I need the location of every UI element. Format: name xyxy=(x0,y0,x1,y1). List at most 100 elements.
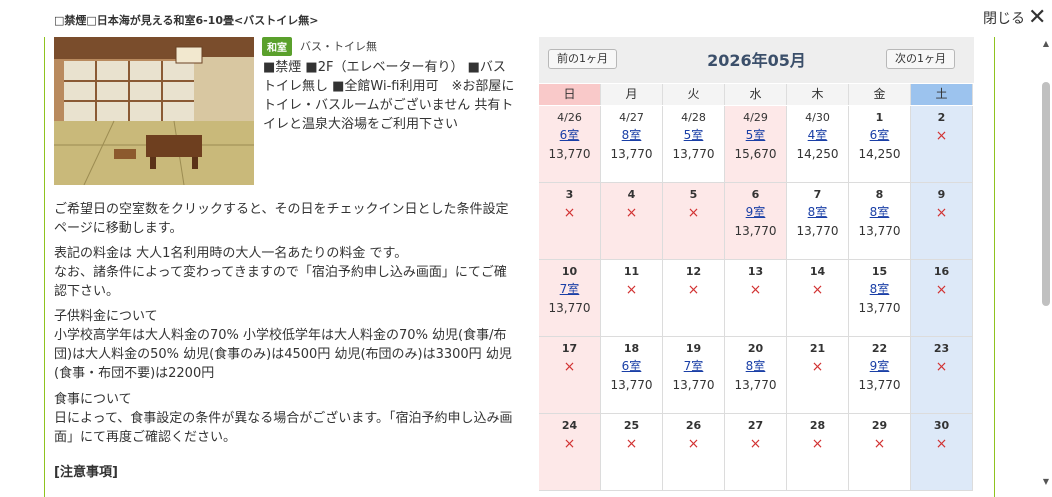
vacancy-link[interactable]: 6室 xyxy=(621,359,642,373)
info-price-note: 表記の料金は 大人1名利用時の大人一名あたりの料金 です。 なお、諸条件によって… xyxy=(54,246,507,299)
vacancy-link[interactable]: 7室 xyxy=(683,359,704,373)
day-number: 7 xyxy=(813,188,822,201)
calendar-day: 24 × xyxy=(539,414,601,491)
calendar-day: 9 × xyxy=(911,183,973,260)
price-label: 13,770 xyxy=(796,224,839,238)
vacancy-link[interactable]: 8室 xyxy=(745,359,766,373)
calendar-day: 4/29 5室 15,670 xyxy=(725,106,787,183)
vacancy-link[interactable]: 9室 xyxy=(745,205,766,219)
calendar-day: 28 × xyxy=(787,414,849,491)
info-child-fees: 子供料金について 小学校高学年は大人料金の70% 小学校低学年は大人料金の70%… xyxy=(54,309,512,381)
weekday-label: 木 xyxy=(787,84,849,105)
calendar-day: 17 × xyxy=(539,337,601,414)
room-bath-info: バス・トイレ無 xyxy=(300,40,377,53)
sold-out-icon: × xyxy=(935,359,948,375)
close-icon[interactable]: ✕ xyxy=(1028,5,1047,30)
day-number: 10 xyxy=(561,265,578,278)
calendar-day: 4 × xyxy=(601,183,663,260)
close-button[interactable]: 閉じる ✕ xyxy=(983,5,1047,30)
day-number: 4/29 xyxy=(743,111,768,124)
close-label: 閉じる xyxy=(983,11,1025,27)
price-label: 13,770 xyxy=(734,224,777,238)
day-number: 2 xyxy=(937,111,946,124)
calendar-month-label: 2026年05月 xyxy=(707,51,806,70)
calendar-day: 6 9室 13,770 xyxy=(725,183,787,260)
day-number: 4/27 xyxy=(619,111,644,124)
vacancy-link[interactable]: 6室 xyxy=(559,128,580,142)
sold-out-icon: × xyxy=(935,205,948,221)
day-number: 13 xyxy=(747,265,764,278)
day-number: 21 xyxy=(809,342,826,355)
calendar-day: 21 × xyxy=(787,337,849,414)
weekday-label: 土 xyxy=(911,84,973,105)
price-label: 14,250 xyxy=(858,147,901,161)
vacancy-link[interactable]: 5室 xyxy=(745,128,766,142)
calendar-day: 26 × xyxy=(663,414,725,491)
vacancy-link[interactable]: 9室 xyxy=(869,359,890,373)
sold-out-icon: × xyxy=(563,436,576,452)
sold-out-icon: × xyxy=(811,359,824,375)
next-month-button[interactable]: 次の1ヶ月 xyxy=(886,49,955,69)
price-label: 13,770 xyxy=(858,224,901,238)
calendar-day: 23 × xyxy=(911,337,973,414)
calendar-day: 5 × xyxy=(663,183,725,260)
calendar-day: 25 × xyxy=(601,414,663,491)
sold-out-icon: × xyxy=(935,128,948,144)
vacancy-link[interactable]: 8室 xyxy=(621,128,642,142)
vacancy-link[interactable]: 8室 xyxy=(869,282,890,296)
day-number: 20 xyxy=(747,342,764,355)
vacancy-link[interactable]: 4室 xyxy=(807,128,828,142)
day-number: 17 xyxy=(561,342,578,355)
calendar-day: 3 × xyxy=(539,183,601,260)
prev-month-button[interactable]: 前の1ヶ月 xyxy=(548,49,617,69)
price-label: 13,770 xyxy=(672,378,715,392)
vacancy-link[interactable]: 7室 xyxy=(559,282,580,296)
calendar-day: 2 × xyxy=(911,106,973,183)
vacancy-link[interactable]: 8室 xyxy=(869,205,890,219)
price-label: 13,770 xyxy=(672,147,715,161)
content-frame xyxy=(44,37,995,497)
price-label: 13,770 xyxy=(610,378,653,392)
availability-calendar: 前の1ヶ月 2026年05月 次の1ヶ月 日月火水木金土 4/26 6室 13,77… xyxy=(539,37,974,497)
calendar-day: 4/26 6室 13,770 xyxy=(539,106,601,183)
day-number: 26 xyxy=(685,419,702,432)
scrollbar[interactable]: ▲ ▼ xyxy=(1040,37,1052,489)
day-number: 8 xyxy=(875,188,884,201)
scroll-up-icon[interactable]: ▲ xyxy=(1042,39,1050,48)
day-number: 22 xyxy=(871,342,888,355)
weekday-label: 月 xyxy=(601,84,663,105)
day-number: 6 xyxy=(751,188,760,201)
sold-out-icon: × xyxy=(811,436,824,452)
room-photo xyxy=(54,37,254,185)
day-number: 5 xyxy=(689,188,698,201)
calendar-day: 7 8室 13,770 xyxy=(787,183,849,260)
room-type-badge: 和室 xyxy=(262,37,292,56)
price-label: 14,250 xyxy=(796,147,839,161)
day-number: 29 xyxy=(871,419,888,432)
calendar-day: 11 × xyxy=(601,260,663,337)
price-label: 13,770 xyxy=(548,147,591,161)
calendar-day: 18 6室 13,770 xyxy=(601,337,663,414)
calendar-day: 4/27 8室 13,770 xyxy=(601,106,663,183)
calendar-day: 10 7室 13,770 xyxy=(539,260,601,337)
sold-out-icon: × xyxy=(749,436,762,452)
day-number: 27 xyxy=(747,419,764,432)
price-label: 13,770 xyxy=(858,301,901,315)
vacancy-link[interactable]: 6室 xyxy=(869,128,890,142)
vacancy-link[interactable]: 5室 xyxy=(683,128,704,142)
day-number: 23 xyxy=(933,342,950,355)
calendar-day: 4/28 5室 13,770 xyxy=(663,106,725,183)
calendar-day: 13 × xyxy=(725,260,787,337)
calendar-day: 20 8室 13,770 xyxy=(725,337,787,414)
price-label: 13,770 xyxy=(858,378,901,392)
scroll-down-icon[interactable]: ▼ xyxy=(1042,477,1050,486)
vacancy-link[interactable]: 8室 xyxy=(807,205,828,219)
scrollbar-thumb[interactable] xyxy=(1042,82,1050,306)
calendar-day: 14 × xyxy=(787,260,849,337)
weekday-label: 日 xyxy=(539,84,601,105)
sold-out-icon: × xyxy=(687,282,700,298)
calendar-day: 27 × xyxy=(725,414,787,491)
weekday-label: 水 xyxy=(725,84,787,105)
calendar-day: 22 9室 13,770 xyxy=(849,337,911,414)
calendar-day: 29 × xyxy=(849,414,911,491)
